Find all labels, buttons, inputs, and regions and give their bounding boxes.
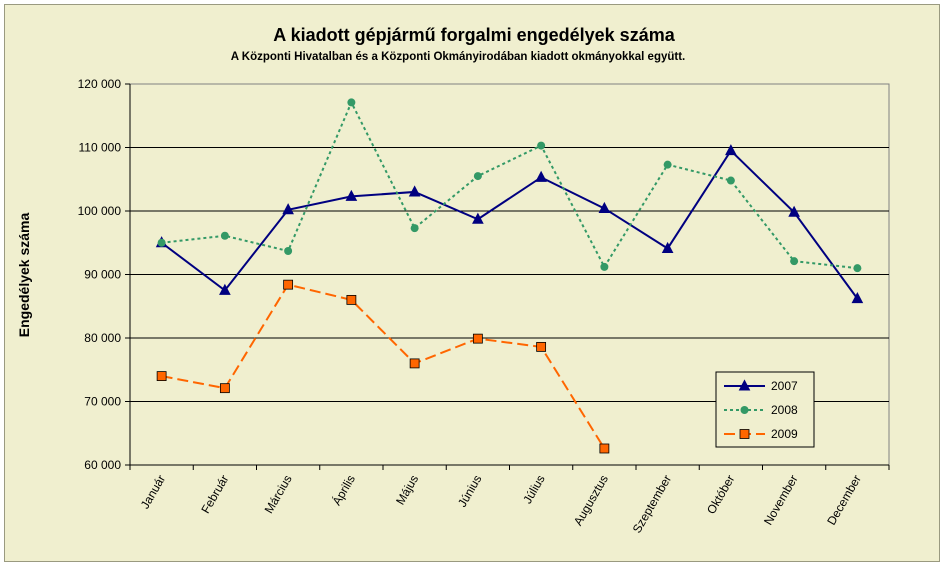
y-tick-label: 100 000 <box>78 204 122 218</box>
data-point-2007 <box>219 283 231 295</box>
y-tick-label: 120 000 <box>78 77 122 91</box>
data-point-2009 <box>346 294 357 305</box>
x-tick-label: Május <box>393 473 421 508</box>
y-tick-label: 110 000 <box>79 141 122 155</box>
data-point-2009 <box>599 443 610 454</box>
data-point-2009 <box>283 279 294 290</box>
series-line-2008 <box>161 100 858 270</box>
data-point-2007 <box>345 189 358 201</box>
data-point-2008 <box>600 262 609 271</box>
data-point-2007 <box>282 203 294 215</box>
x-tick-label: Február <box>198 473 231 516</box>
data-point-2007 <box>408 185 421 197</box>
y-tick-label: 70 000 <box>84 395 121 409</box>
data-point-2007 <box>661 241 674 253</box>
x-tick-label: Január <box>138 473 168 512</box>
series-line-2007 <box>161 149 859 300</box>
legend-marker-2009 <box>739 429 750 439</box>
data-point-2009 <box>409 358 420 369</box>
data-point-2007 <box>472 212 484 224</box>
data-point-2008 <box>537 141 546 150</box>
data-point-2008 <box>726 176 735 185</box>
data-point-2008 <box>220 231 229 240</box>
data-point-2009 <box>536 341 547 352</box>
data-point-2007 <box>788 205 800 217</box>
y-tick-label: 80 000 <box>84 331 121 345</box>
series-line-2009 <box>161 283 606 450</box>
x-tick-label: Március <box>262 473 295 516</box>
data-point-2008 <box>410 224 419 233</box>
x-tick-label: Április <box>329 472 358 508</box>
x-tick-label: Június <box>455 473 484 510</box>
chart-subtitle: A Központi Hivatalban és a Központi Okmá… <box>231 51 686 63</box>
data-point-2008 <box>853 264 862 273</box>
legend-label: 2007 <box>771 379 798 393</box>
legend-marker-2007 <box>738 379 751 391</box>
legend: 2007 2008 2009 <box>715 371 815 448</box>
x-axis-ticks: Január Február Március Április Május Június Jú… <box>129 465 890 536</box>
data-point-2008 <box>790 257 799 266</box>
gridlines <box>130 147 889 402</box>
x-tick-label: December <box>824 473 864 528</box>
chart-title: A kiadott gépjármű forgalmi engedélyek s… <box>273 25 675 45</box>
y-axis-label: Engedélyek száma <box>16 213 32 338</box>
data-point-2009 <box>472 333 483 344</box>
data-point-2007 <box>725 144 737 156</box>
y-tick-label: 60 000 <box>84 458 121 472</box>
x-tick-label: Július <box>520 473 547 507</box>
data-point-2009 <box>156 371 167 382</box>
data-point-2007 <box>598 201 611 213</box>
legend-label: 2009 <box>771 427 798 441</box>
data-point-2009 <box>219 383 230 394</box>
x-tick-label: Augusztus <box>571 473 611 529</box>
series-2007 <box>155 144 864 304</box>
series-layer <box>155 98 864 454</box>
data-point-2008 <box>473 172 482 181</box>
series-2008 <box>157 98 862 273</box>
data-point-2008 <box>157 238 166 247</box>
data-point-2008 <box>347 98 356 107</box>
data-point-2008 <box>663 160 672 169</box>
x-tick-label: November <box>761 473 801 528</box>
series-2009 <box>156 279 610 454</box>
x-tick-label: Szeptember <box>630 473 674 536</box>
legend-label: 2008 <box>771 403 798 417</box>
y-tick-label: 90 000 <box>84 268 121 282</box>
data-point-2007 <box>535 170 547 182</box>
x-tick-label: Október <box>704 472 737 516</box>
data-point-2008 <box>284 247 293 256</box>
data-point-2007 <box>851 292 864 304</box>
legend-marker-2008 <box>740 406 749 414</box>
